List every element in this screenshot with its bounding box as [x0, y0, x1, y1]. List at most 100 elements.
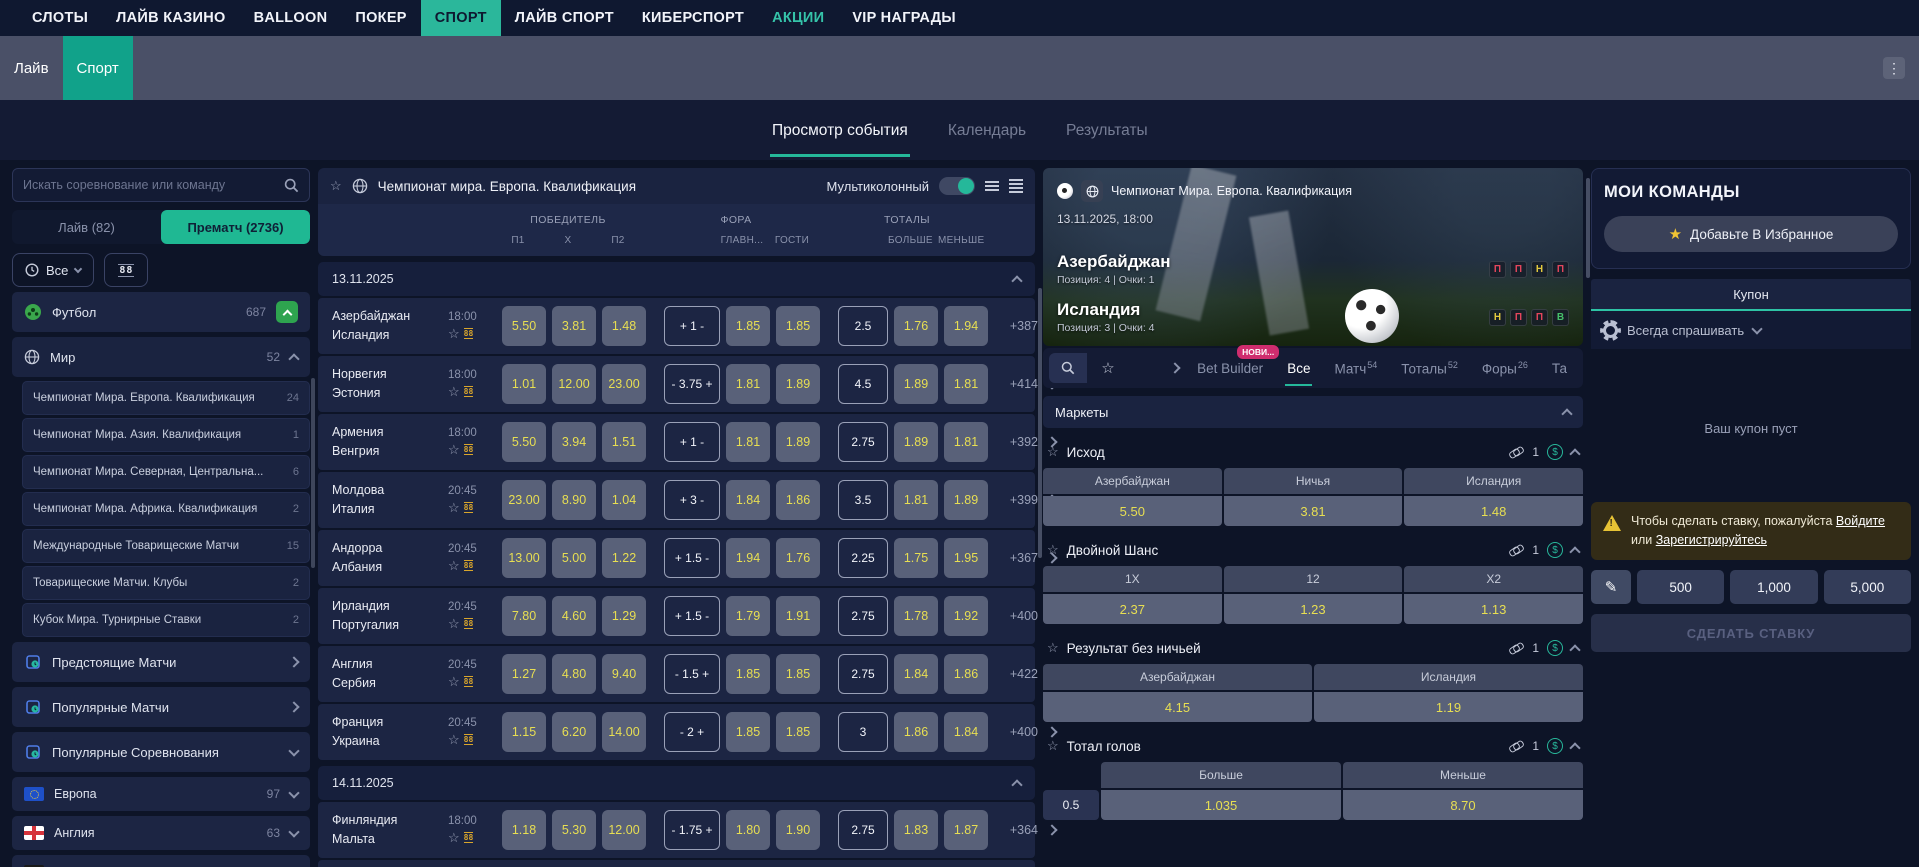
- handicap-home-button[interactable]: 1.94: [726, 538, 770, 578]
- handicap-line-button[interactable]: - 3.75 +: [664, 364, 720, 404]
- odd-p2-button[interactable]: 9.40: [602, 654, 646, 694]
- chevron-up-icon[interactable]: [1569, 546, 1581, 558]
- sidebar-league-item[interactable]: Чемпионат Мира. Африка. Квалификация 2: [22, 492, 310, 526]
- top-nav-item[interactable]: ЛАЙВ КАЗИНО: [102, 0, 239, 36]
- odd-p1-button[interactable]: 13.00: [502, 538, 546, 578]
- outcome-odd-button[interactable]: 1.48: [1404, 496, 1584, 526]
- handicap-home-button[interactable]: 1.79: [726, 596, 770, 636]
- bet-builder-icon[interactable]: 88: [463, 676, 474, 687]
- outcome-odd-button[interactable]: 4.15: [1043, 692, 1312, 722]
- multicolumn-toggle[interactable]: [939, 177, 975, 195]
- bet-builder-icon[interactable]: 88: [463, 444, 474, 455]
- total-line-button[interactable]: 2.75: [838, 596, 888, 636]
- favorite-market-star-icon[interactable]: ☆: [1047, 738, 1059, 753]
- handicap-line-button[interactable]: - 2 +: [664, 712, 720, 752]
- odd-p2-button[interactable]: 14.00: [602, 712, 646, 752]
- favorite-event-star-icon[interactable]: ☆: [448, 673, 460, 689]
- odd-p1-button[interactable]: 1.01: [502, 364, 546, 404]
- top-nav-item[interactable]: СЛОТЫ: [18, 0, 102, 36]
- search-icon[interactable]: [284, 178, 299, 193]
- odd-x-button[interactable]: 5.00: [552, 538, 596, 578]
- total-under-button[interactable]: 1.89: [944, 480, 988, 520]
- more-markets-count[interactable]: +400: [1009, 725, 1038, 739]
- outcome-odd-button[interactable]: 5.50: [1043, 496, 1222, 526]
- add-favorite-button[interactable]: ★ Добавьте В Избранное: [1604, 216, 1898, 252]
- stake-preset-button[interactable]: 500: [1637, 570, 1725, 604]
- market-tab[interactable]: Все: [1277, 351, 1320, 386]
- match-panel-scrollbar[interactable]: [1586, 178, 1590, 278]
- handicap-away-button[interactable]: 1.85: [776, 654, 820, 694]
- market-tab[interactable]: Та: [1551, 360, 1567, 376]
- more-markets-count[interactable]: +392: [1009, 435, 1038, 449]
- outcome-odd-button[interactable]: 1.19: [1314, 692, 1583, 722]
- favorite-event-star-icon[interactable]: ☆: [448, 441, 460, 457]
- odd-p1-button[interactable]: 7.80: [502, 596, 546, 636]
- market-tab[interactable]: Тоталы52: [1401, 359, 1458, 377]
- sidebar-country-item[interactable]: Англия 63: [12, 816, 310, 850]
- favorite-event-star-icon[interactable]: ☆: [448, 499, 460, 515]
- handicap-home-button[interactable]: 1.81: [726, 364, 770, 404]
- bet-builder-icon[interactable]: 88: [463, 328, 474, 339]
- chevron-up-icon[interactable]: [1569, 742, 1581, 754]
- sub-nav-tab[interactable]: Лайв: [14, 59, 49, 77]
- outcome-odd-button[interactable]: 2.37: [1043, 594, 1222, 624]
- total-over-button[interactable]: 1.86: [894, 712, 938, 752]
- sidebar-quick-link[interactable]: Предстоящие Матчи: [12, 642, 310, 682]
- market-tab[interactable]: Матч54: [1334, 359, 1378, 377]
- handicap-home-button[interactable]: 1.85: [726, 306, 770, 346]
- sidebar-sport-football[interactable]: Футбол 687: [12, 292, 310, 332]
- total-over-button[interactable]: 1.75: [894, 538, 938, 578]
- total-under-button[interactable]: 1.94: [944, 306, 988, 346]
- bet-builder-icon[interactable]: 88: [463, 734, 474, 745]
- sidebar-scrollbar[interactable]: [311, 378, 315, 568]
- view-tab[interactable]: Календарь: [947, 121, 1027, 139]
- odd-p1-button[interactable]: 1.18: [502, 810, 546, 850]
- total-over-button[interactable]: 1.81: [894, 480, 938, 520]
- link-icon[interactable]: [1509, 739, 1524, 754]
- compact-view-icon[interactable]: [985, 181, 999, 191]
- more-markets-count[interactable]: +400: [1009, 609, 1038, 623]
- odd-x-button[interactable]: 4.80: [552, 654, 596, 694]
- handicap-home-button[interactable]: 1.84: [726, 480, 770, 520]
- top-nav-item[interactable]: АКЦИИ: [758, 0, 838, 36]
- favorite-market-star-icon[interactable]: ☆: [1047, 542, 1059, 557]
- total-line-button[interactable]: 2.75: [838, 810, 888, 850]
- event-teams[interactable]: Азербайджан Исландия: [332, 309, 411, 342]
- odd-x-button[interactable]: 6.20: [552, 712, 596, 752]
- tabs-scroll-right-chevron[interactable]: [1169, 362, 1183, 374]
- event-teams[interactable]: Норвегия Эстония: [332, 367, 387, 400]
- odd-p1-button[interactable]: 1.27: [502, 654, 546, 694]
- market-tab[interactable]: Форы26: [1481, 359, 1528, 377]
- handicap-line-button[interactable]: + 1.5 -: [664, 596, 720, 636]
- top-nav-item[interactable]: КИБЕРСПОРТ: [628, 0, 758, 36]
- odd-p1-button[interactable]: 5.50: [502, 422, 546, 462]
- date-header-row[interactable]: 14.11.2025: [318, 766, 1035, 800]
- mode-tab[interactable]: Лайв (82): [58, 219, 115, 235]
- bet-builder-icon[interactable]: 88: [463, 502, 474, 513]
- odd-p2-button[interactable]: 1.48: [602, 306, 646, 346]
- total-line-button[interactable]: 2.25: [838, 538, 888, 578]
- handicap-line-button[interactable]: - 1.5 +: [664, 654, 720, 694]
- top-nav-item[interactable]: VIP НАГРАДЫ: [838, 0, 970, 36]
- total-over-button[interactable]: 1.89: [894, 364, 938, 404]
- total-over-button[interactable]: 1.89: [894, 422, 938, 462]
- favorite-markets-star-icon[interactable]: ☆: [1101, 360, 1115, 377]
- link-icon[interactable]: [1509, 543, 1524, 558]
- ask-mode-selector[interactable]: Всегда спрашивать: [1591, 311, 1911, 349]
- more-markets-count[interactable]: +364: [1009, 823, 1038, 837]
- total-under-button[interactable]: 1.92: [944, 596, 988, 636]
- register-link[interactable]: Зарегистрируйтесь: [1655, 533, 1767, 547]
- handicap-away-button[interactable]: 1.76: [776, 538, 820, 578]
- date-header-row[interactable]: 13.11.2025: [318, 262, 1035, 296]
- kebab-menu-icon[interactable]: ⋮: [1883, 57, 1905, 79]
- total-line-button[interactable]: 2.5: [838, 306, 888, 346]
- handicap-away-button[interactable]: 1.91: [776, 596, 820, 636]
- more-markets-count[interactable]: +367: [1009, 551, 1038, 565]
- stake-preset-button[interactable]: 5,000: [1823, 570, 1911, 604]
- chevron-up-icon[interactable]: [1569, 644, 1581, 656]
- market-search-button[interactable]: [1049, 353, 1087, 383]
- sidebar-quick-link[interactable]: Популярные Соревнования: [12, 732, 310, 772]
- view-tab[interactable]: Просмотр события: [770, 104, 910, 157]
- odd-p2-button[interactable]: 1.04: [602, 480, 646, 520]
- top-nav-item[interactable]: ЛАЙВ СПОРТ: [501, 0, 628, 36]
